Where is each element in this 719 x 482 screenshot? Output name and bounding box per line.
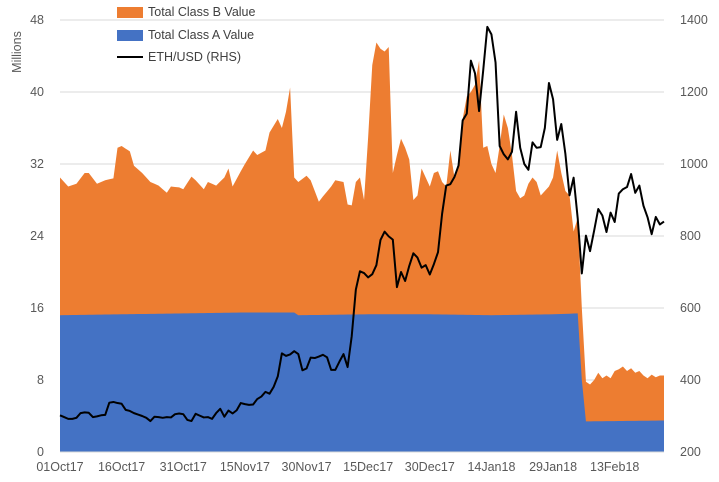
legend-swatch-class-a bbox=[117, 30, 143, 41]
x-tick-label: 15Nov17 bbox=[220, 460, 270, 474]
x-axis: 01Oct17 16Oct17 31Oct17 15Nov17 30Nov17 15Dec… bbox=[36, 460, 639, 474]
left-tick-label: 48 bbox=[30, 13, 44, 27]
legend-label-eth: ETH/USD (RHS) bbox=[148, 50, 241, 64]
x-tick-label: 01Oct17 bbox=[36, 460, 83, 474]
x-tick-label: 15Dec17 bbox=[343, 460, 393, 474]
x-tick-label: 30Dec17 bbox=[405, 460, 455, 474]
legend: Total Class B Value Total Class A Value ET… bbox=[117, 5, 256, 64]
right-tick-label: 400 bbox=[680, 373, 701, 387]
right-tick-label: 1200 bbox=[680, 85, 708, 99]
right-tick-label: 1400 bbox=[680, 13, 708, 27]
eth-usd-line bbox=[59, 25, 665, 423]
right-tick-label: 1000 bbox=[680, 157, 708, 171]
legend-label-class-a: Total Class A Value bbox=[148, 28, 254, 42]
class-a-area bbox=[60, 312, 664, 452]
x-tick-label: 31Oct17 bbox=[160, 460, 207, 474]
x-tick-label: 30Nov17 bbox=[282, 460, 332, 474]
legend-swatch-class-b bbox=[117, 7, 143, 18]
left-tick-label: 16 bbox=[30, 301, 44, 315]
left-tick-label: 0 bbox=[37, 445, 44, 459]
x-tick-label: 29Jan18 bbox=[529, 460, 577, 474]
right-tick-label: 600 bbox=[680, 301, 701, 315]
left-tick-label: 8 bbox=[37, 373, 44, 387]
right-y-axis: 200 400 600 800 1000 1200 1400 bbox=[680, 13, 708, 459]
y-axis-title: Millions bbox=[10, 31, 24, 73]
right-tick-label: 800 bbox=[680, 229, 701, 243]
right-tick-label: 200 bbox=[680, 445, 701, 459]
left-y-axis: 0 8 16 24 32 40 48 bbox=[30, 13, 44, 459]
left-tick-label: 24 bbox=[30, 229, 44, 243]
x-tick-label: 13Feb18 bbox=[590, 460, 639, 474]
left-tick-label: 32 bbox=[30, 157, 44, 171]
x-tick-label: 16Oct17 bbox=[98, 460, 145, 474]
x-tick-label: 14Jan18 bbox=[467, 460, 515, 474]
left-tick-label: 40 bbox=[30, 85, 44, 99]
legend-label-class-b: Total Class B Value bbox=[148, 5, 256, 19]
